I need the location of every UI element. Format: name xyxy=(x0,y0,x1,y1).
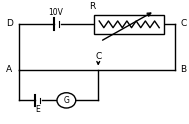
Text: 10V: 10V xyxy=(49,8,64,17)
Text: C: C xyxy=(180,19,187,28)
Text: G: G xyxy=(64,96,69,105)
Text: E: E xyxy=(35,105,40,114)
Circle shape xyxy=(57,93,76,108)
Text: R: R xyxy=(90,2,96,11)
Bar xyxy=(94,15,164,34)
Text: B: B xyxy=(180,65,187,74)
Text: C: C xyxy=(95,52,101,61)
Text: A: A xyxy=(6,65,12,74)
Text: D: D xyxy=(6,19,13,28)
